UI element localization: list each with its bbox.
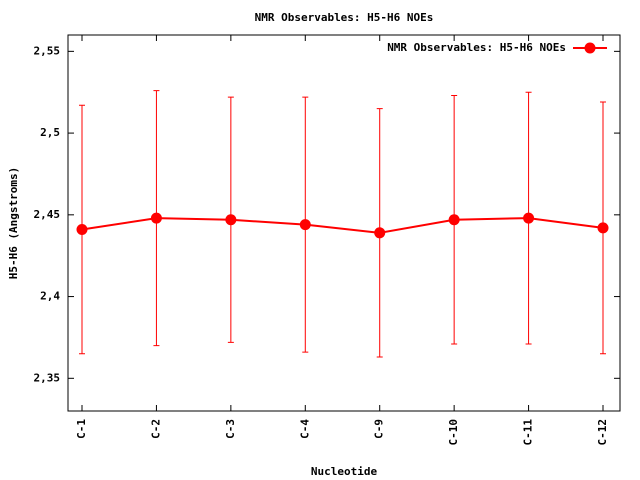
- y-tick-label: 2,35: [34, 371, 61, 384]
- x-tick-label: C-2: [149, 419, 162, 439]
- legend-label: NMR Observables: H5-H6 NOEs: [387, 41, 566, 54]
- data-point: [299, 219, 311, 231]
- x-tick-label: C-11: [522, 419, 535, 446]
- x-tick-label: C-10: [447, 419, 460, 446]
- data-point: [448, 214, 460, 226]
- data-point: [597, 222, 609, 234]
- y-tick-label: 2,4: [40, 290, 60, 303]
- y-tick-label: 2,55: [34, 44, 61, 57]
- legend-marker: [584, 42, 596, 54]
- data-point: [523, 212, 535, 224]
- data-point: [225, 214, 237, 226]
- series-line: [81, 217, 604, 234]
- x-tick-label: C-1: [75, 419, 88, 439]
- plot-frame: [67, 34, 621, 412]
- x-tick-label: C-12: [596, 419, 609, 446]
- y-tick-label: 2,5: [40, 126, 60, 139]
- x-tick-label: C-9: [373, 419, 386, 439]
- x-tick-label: C-4: [298, 419, 311, 439]
- chart-title: NMR Observables: H5-H6 NOEs: [255, 11, 434, 24]
- x-axis-label: Nucleotide: [311, 465, 378, 478]
- data-point: [150, 212, 162, 224]
- y-tick-label: 2,45: [34, 208, 61, 221]
- data-point: [374, 227, 386, 239]
- data-point: [76, 224, 88, 236]
- y-axis-label: H5-H6 (Angstroms): [7, 167, 20, 280]
- x-tick-label: C-3: [224, 419, 237, 439]
